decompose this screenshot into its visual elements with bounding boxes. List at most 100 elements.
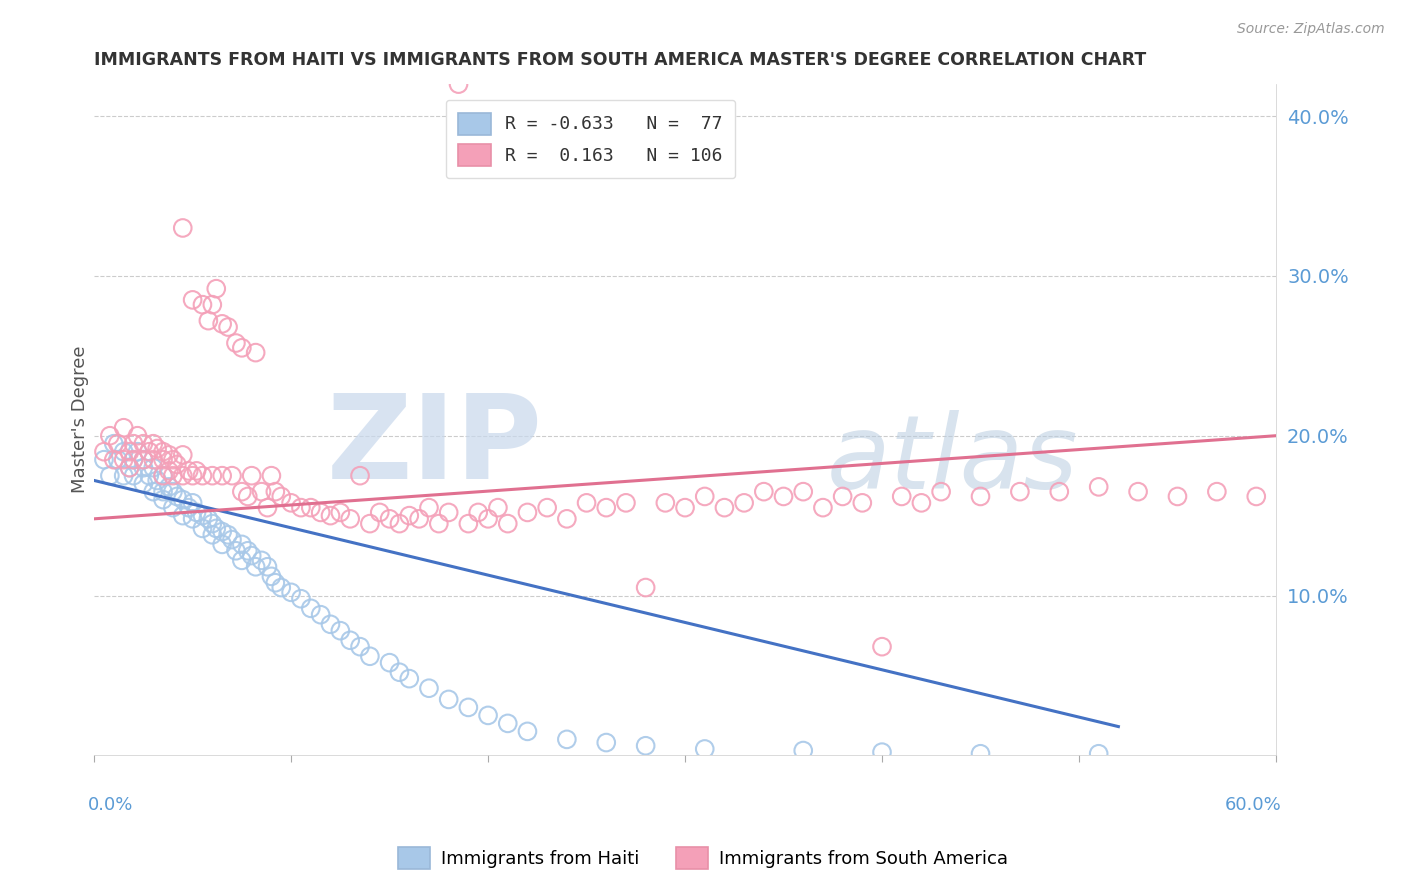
Point [447, 77, 470, 91]
Point [457, 516, 479, 531]
Point [368, 505, 391, 519]
Point [536, 500, 558, 515]
Point [211, 468, 233, 483]
Point [103, 452, 125, 467]
Point [191, 508, 214, 523]
Point [339, 633, 361, 648]
Point [270, 581, 292, 595]
Point [245, 559, 267, 574]
Point [122, 452, 145, 467]
Point [929, 484, 952, 499]
Point [969, 490, 991, 504]
Point [118, 460, 141, 475]
Point [329, 624, 352, 638]
Point [329, 505, 352, 519]
Point [172, 468, 194, 483]
Point [166, 490, 188, 504]
Point [162, 452, 184, 467]
Point [197, 313, 219, 327]
Point [1126, 484, 1149, 499]
Point [132, 460, 155, 475]
Point [172, 508, 194, 523]
Point [256, 500, 278, 515]
Point [157, 464, 180, 478]
Point [201, 528, 224, 542]
Point [177, 464, 200, 478]
Point [221, 533, 243, 547]
Point [122, 436, 145, 450]
Point [181, 512, 204, 526]
Point [693, 490, 716, 504]
Point [595, 735, 617, 749]
Point [146, 474, 169, 488]
Point [236, 543, 259, 558]
Point [250, 484, 273, 499]
Point [127, 428, 149, 442]
Point [152, 468, 174, 483]
Point [221, 468, 243, 483]
Point [870, 745, 893, 759]
Point [240, 468, 263, 483]
Point [555, 732, 578, 747]
Legend: R = -0.633   N =  77, R =  0.163   N = 106: R = -0.633 N = 77, R = 0.163 N = 106 [446, 100, 735, 178]
Point [205, 521, 228, 535]
Point [225, 336, 247, 351]
Point [146, 442, 169, 456]
Point [349, 468, 371, 483]
Point [792, 743, 814, 757]
Point [516, 724, 538, 739]
Point [477, 708, 499, 723]
Point [427, 516, 450, 531]
Point [309, 607, 332, 622]
Point [290, 500, 312, 515]
Point [575, 496, 598, 510]
Point [172, 448, 194, 462]
Point [191, 521, 214, 535]
Point [496, 516, 519, 531]
Point [270, 490, 292, 504]
Point [713, 500, 735, 515]
Point [162, 484, 184, 499]
Point [349, 640, 371, 654]
Point [378, 656, 401, 670]
Point [486, 500, 509, 515]
Point [264, 575, 287, 590]
Point [1246, 490, 1268, 504]
Point [290, 591, 312, 606]
Point [132, 436, 155, 450]
Point [152, 452, 174, 467]
Point [870, 640, 893, 654]
Point [256, 559, 278, 574]
Point [142, 436, 165, 450]
Point [359, 516, 381, 531]
Point [132, 452, 155, 467]
Point [398, 508, 420, 523]
Point [260, 468, 283, 483]
Point [93, 452, 115, 467]
Text: Source: ZipAtlas.com: Source: ZipAtlas.com [1237, 22, 1385, 37]
Point [152, 444, 174, 458]
Point [152, 484, 174, 499]
Point [280, 585, 302, 599]
Point [359, 649, 381, 664]
Text: atlas: atlas [827, 410, 1078, 510]
Point [181, 496, 204, 510]
Point [236, 490, 259, 504]
Point [398, 672, 420, 686]
Point [152, 492, 174, 507]
Point [211, 317, 233, 331]
Point [792, 484, 814, 499]
Point [245, 345, 267, 359]
Point [614, 496, 637, 510]
Point [211, 537, 233, 551]
Point [112, 444, 135, 458]
Point [1008, 484, 1031, 499]
Point [231, 553, 253, 567]
Y-axis label: Master's Degree: Master's Degree [72, 346, 89, 493]
Point [142, 452, 165, 467]
Point [378, 512, 401, 526]
Point [437, 692, 460, 706]
Point [457, 700, 479, 714]
Point [225, 543, 247, 558]
Point [693, 742, 716, 756]
